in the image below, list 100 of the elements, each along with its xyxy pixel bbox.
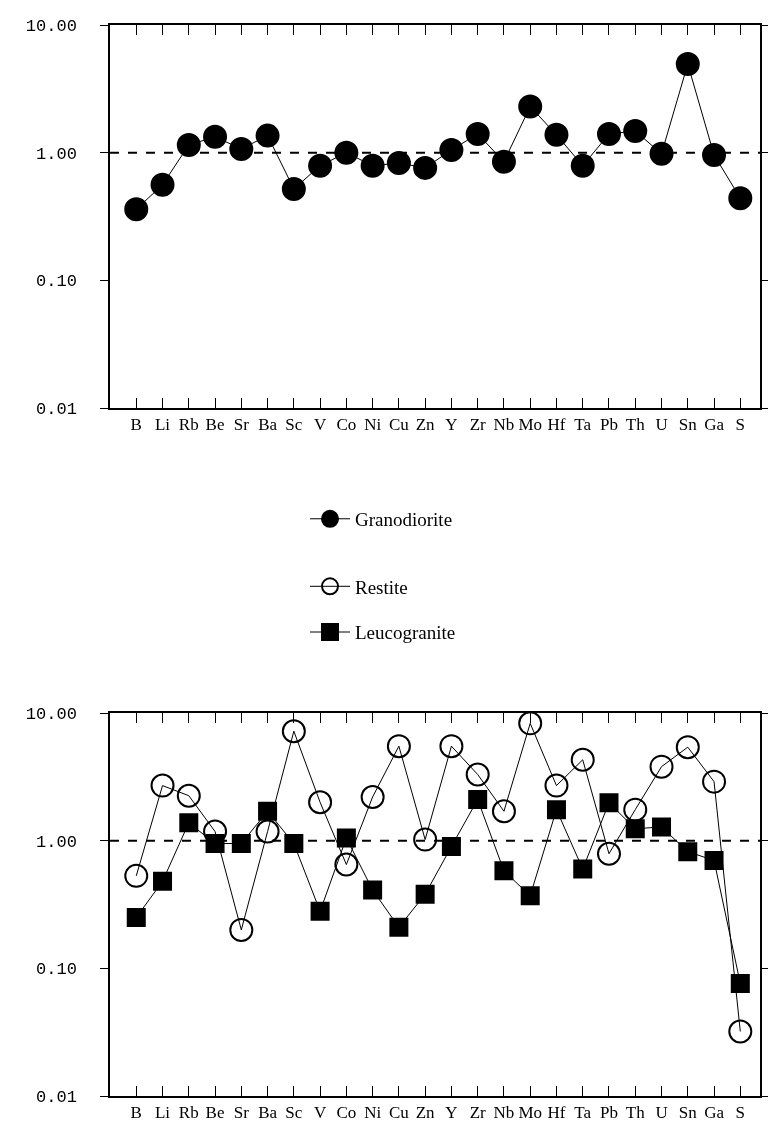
point [675,735,700,760]
point [281,719,306,744]
x-tick-label: Y [445,1103,458,1123]
point [176,132,201,157]
point [124,197,149,222]
x-tick-label: U [655,415,668,435]
point [702,142,727,167]
x-tick-label: Y [445,415,458,435]
x-tick-label: Nb [493,1103,515,1123]
point [386,734,411,759]
point [728,1019,753,1044]
point [625,819,645,839]
point [623,797,648,822]
point [334,140,359,165]
point [231,834,251,854]
point [678,842,698,862]
x-tick-label: Li [154,1103,171,1123]
point [150,172,175,197]
point [389,917,409,937]
x-tick-label: V [313,415,327,435]
point [520,886,540,906]
point [124,863,149,888]
point [150,773,175,798]
x-tick-label: V [313,1103,327,1123]
point [730,974,750,994]
point [573,859,593,879]
x-tick-label: S [735,415,746,435]
x-tick-label: Zr [469,415,487,435]
x-tick-label: Sn [678,1103,698,1123]
point [229,136,254,161]
point [360,153,385,178]
point [570,747,595,772]
point [336,828,356,848]
point [544,122,569,147]
point [546,800,566,820]
x-tick-label: U [655,1103,668,1123]
y-tick-label: 0.01 [36,1087,77,1107]
point [363,880,383,900]
x-tick-label: Sn [678,415,698,435]
point [413,155,438,180]
point [153,871,173,891]
point [465,122,490,146]
point [334,852,359,877]
x-tick-label: Rb [178,415,199,435]
x-tick-label: Sr [233,415,250,435]
y-tick-label: 1.00 [36,832,77,852]
point [281,176,306,201]
point [675,51,700,76]
point [649,754,674,779]
x-tick-label: Ga [704,1103,725,1123]
point [597,122,621,146]
x-tick-label: B [130,415,142,435]
point [465,762,490,787]
x-tick-label: Th [625,415,646,435]
y-tick-label: 0.01 [36,399,77,419]
legend-label: Granodiorite [355,509,453,531]
x-tick-label: Sc [285,415,303,435]
x-tick-label: Zr [469,1103,487,1123]
x-tick-label: Pb [600,1103,618,1123]
x-tick-label: Ni [364,415,382,435]
point [229,917,254,942]
point [491,799,516,824]
point [439,734,464,759]
point [203,124,228,149]
point [176,783,201,808]
x-tick-label: Li [154,415,171,435]
point [702,769,727,794]
point [441,837,461,857]
y-tick-label: 1.00 [36,144,77,164]
x-tick-label: Cu [388,415,410,435]
point [491,149,516,174]
point [179,813,199,833]
x-tick-label: Rb [178,1103,199,1123]
point [413,827,438,852]
x-tick-label: B [130,1103,142,1123]
point [126,908,146,928]
point [255,123,280,148]
point [439,137,464,162]
x-tick-label: Co [336,1103,357,1123]
x-tick-label: Zn [415,415,436,435]
x-tick-label: Ga [704,415,725,435]
point [652,817,672,837]
x-tick-label: Pb [600,415,618,435]
x-tick-label: Zn [415,1103,436,1123]
point [284,834,304,854]
point [649,141,674,166]
legend-label: Leucogranite [355,622,456,644]
point [310,901,330,921]
x-tick-label: Mo [518,415,543,435]
point [518,94,543,119]
point [544,773,569,798]
x-tick-label: Be [205,415,225,435]
x-tick-label: Ta [574,1103,592,1123]
point [599,793,619,813]
x-tick-label: Nb [493,415,515,435]
x-tick-label: Be [205,1103,225,1123]
x-tick-label: Ni [364,1103,382,1123]
x-tick-label: Sr [233,1103,250,1123]
point [704,850,724,870]
point [258,801,278,821]
